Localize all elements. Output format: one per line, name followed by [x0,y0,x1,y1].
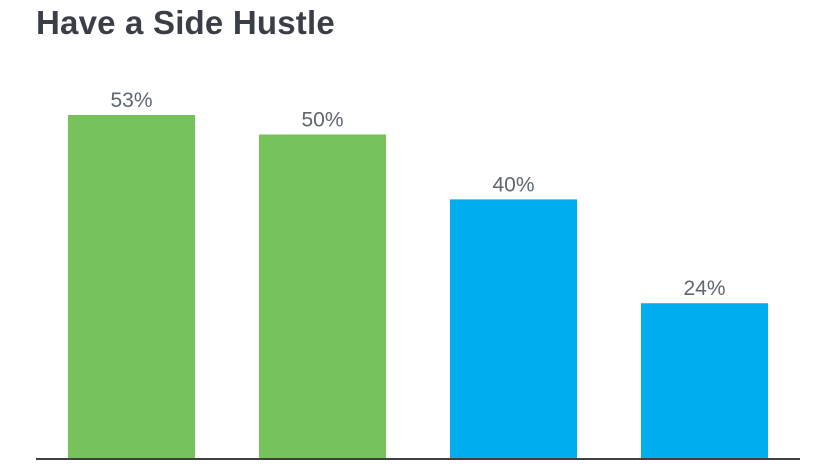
bar-4 [641,303,768,459]
data-label-3: 40% [492,173,534,196]
data-label-1: 53% [110,89,152,112]
data-labels-group: 53% 50% 40% 24% [110,89,725,300]
bar-1 [68,115,195,459]
data-label-4: 24% [683,277,725,300]
bar-3 [450,199,577,459]
chart-title: Have a Side Hustle [36,4,335,41]
bar-2 [259,134,386,460]
bars-group [68,115,768,460]
data-label-2: 50% [301,108,343,131]
